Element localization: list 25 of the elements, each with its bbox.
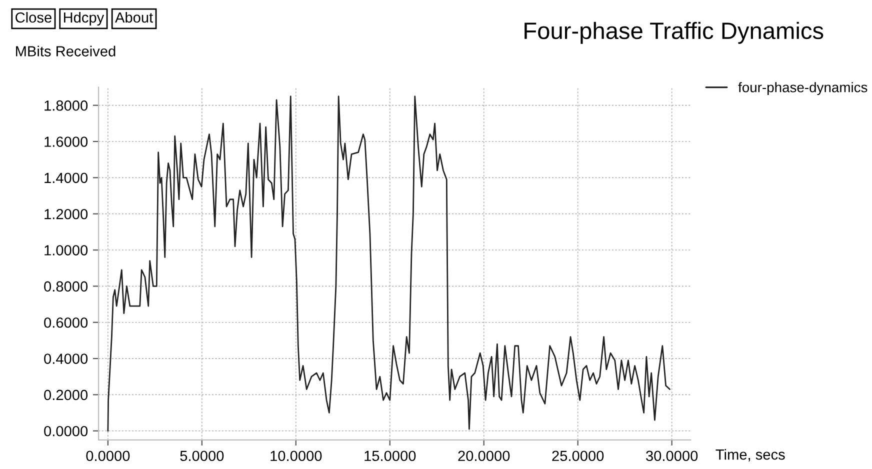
text: Close — [16, 12, 52, 23]
x-tick-label: 10.0000 — [270, 450, 322, 462]
chart-title: Four-phase Traffic Dynamics — [524, 22, 824, 44]
x-tick-label: 30.0000 — [646, 450, 698, 462]
x-tick-label: 25.0000 — [552, 450, 604, 462]
y-tick-label: 0.2000 — [44, 390, 88, 400]
x-tick-label: 20.0000 — [458, 450, 510, 462]
y-tick-label: 0.6000 — [44, 317, 88, 328]
legend-label: four-phase-dynamics — [738, 82, 868, 96]
x-tick-label: 15.0000 — [364, 450, 416, 462]
y-tick-label: 1.6000 — [44, 136, 88, 147]
y-tick-label: 0.8000 — [44, 281, 88, 292]
x-tick-label: 0.0000 — [86, 450, 130, 462]
y-tick-label: 1.8000 — [44, 100, 88, 111]
line-series — [107, 96, 670, 432]
y-tick-label: 1.0000 — [44, 245, 88, 256]
y-axis-title: MBits Received — [16, 46, 116, 56]
y-tick-label: 1.4000 — [44, 172, 88, 184]
text: Hdcpy — [64, 12, 104, 26]
text: About — [115, 12, 154, 23]
x-tick-label: 5.0000 — [180, 450, 224, 462]
y-tick-label: 0.0000 — [44, 426, 88, 436]
y-tick-label: 0.4000 — [44, 354, 88, 364]
y-tick-label: 1.2000 — [44, 208, 88, 220]
x-axis-title: Time, secs — [716, 448, 785, 462]
